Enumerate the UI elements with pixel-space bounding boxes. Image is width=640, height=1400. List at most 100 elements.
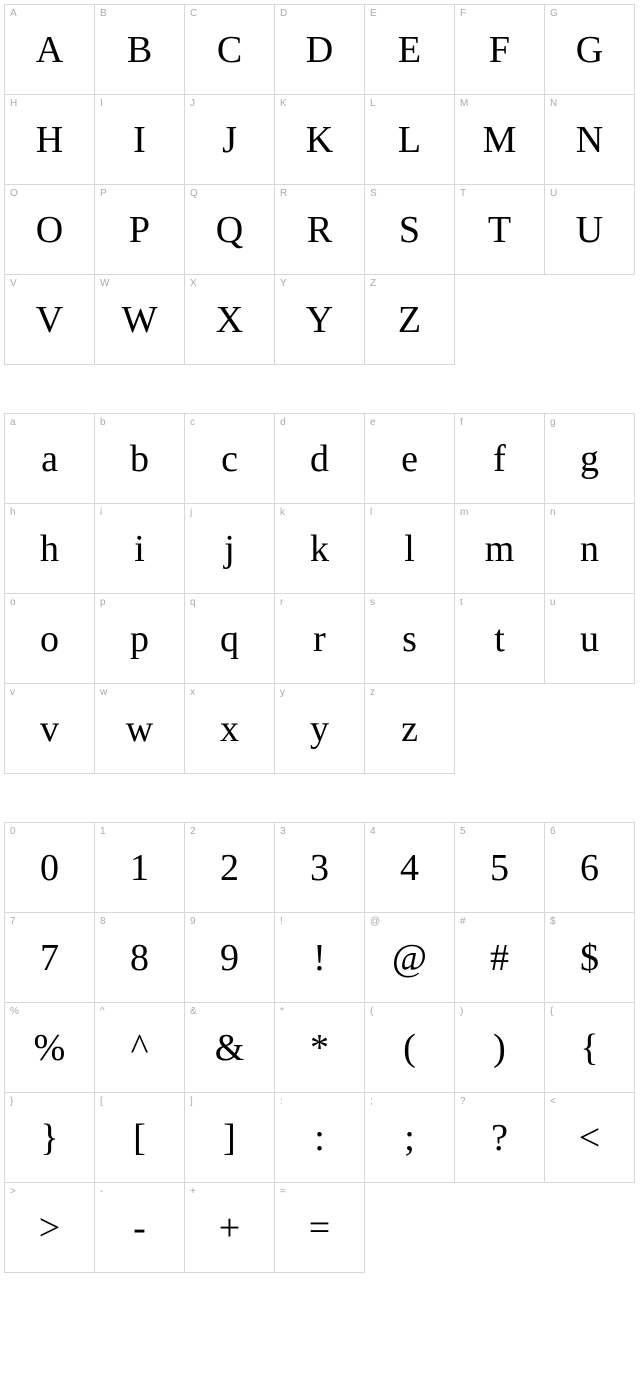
glyph-display: } [40,1119,58,1157]
glyph-label: h [10,507,16,518]
glyph-cell: 77 [5,913,95,1003]
glyph-display: k [310,530,329,568]
glyph-cell: ^^ [95,1003,185,1093]
glyph-label: e [370,417,376,428]
glyph-label: o [10,597,16,608]
glyph-cell: oo [5,594,95,684]
glyph-display: Y [306,301,333,339]
glyph-display: * [310,1029,329,1067]
glyph-display: O [36,211,63,249]
glyph-cell: << [545,1093,635,1183]
glyph-cell: == [275,1183,365,1273]
glyph-cell: @@ [365,913,455,1003]
glyph-cell: zz [365,684,455,774]
glyph-label: ; [370,1096,373,1107]
glyph-label: < [550,1096,556,1107]
glyph-cell: yy [275,684,365,774]
glyph-display: 8 [130,939,149,977]
glyph-label: T [460,188,466,199]
glyph-cell: 00 [5,823,95,913]
glyph-display: T [488,211,511,249]
glyph-label: C [190,8,197,19]
glyph-label: I [100,98,103,109]
glyph-label: { [550,1006,553,1017]
glyph-display: s [402,620,417,658]
glyph-cell: ++ [185,1183,275,1273]
glyph-label: $ [550,916,556,927]
glyph-cell: >> [5,1183,95,1273]
glyph-cell: XX [185,275,275,365]
glyph-display: h [40,530,59,568]
glyph-cell: GG [545,5,635,95]
glyph-cell: tt [455,594,545,684]
glyph-display: L [398,121,421,159]
glyph-display: x [220,710,239,748]
glyph-display: U [576,211,603,249]
glyph-label: J [190,98,195,109]
glyph-cell: pp [95,594,185,684]
glyph-cell: QQ [185,185,275,275]
glyph-label: > [10,1186,16,1197]
glyph-label: N [550,98,557,109]
glyph-cell: VV [5,275,95,365]
glyph-label: i [100,507,102,518]
glyph-label: z [370,687,375,698]
glyph-display: ? [491,1119,508,1157]
glyph-label: y [280,687,285,698]
glyph-display: B [127,31,152,69]
glyph-label: n [550,507,556,518]
glyph-display: a [41,440,58,478]
glyph-label: 9 [190,916,196,927]
glyph-display: m [485,530,515,568]
glyph-display: n [580,530,599,568]
glyph-cell: ]] [185,1093,275,1183]
glyph-label: O [10,188,18,199]
glyph-label: l [370,507,372,518]
glyph-cell: UU [545,185,635,275]
glyph-label: t [460,597,463,608]
glyph-label: ] [190,1096,193,1107]
glyph-label: V [10,278,17,289]
glyph-label: 1 [100,826,106,837]
glyph-cell: II [95,95,185,185]
glyph-cell: gg [545,414,635,504]
glyph-label: j [190,507,192,518]
glyph-label: ^ [100,1006,105,1017]
glyph-display: & [215,1029,245,1067]
glyph-display: I [133,121,146,159]
glyph-cell: ss [365,594,455,684]
glyph-cell: (( [365,1003,455,1093]
glyph-cell: cc [185,414,275,504]
glyph-cell: !! [275,913,365,1003]
glyph-display: E [398,31,421,69]
glyph-display: ! [313,939,326,977]
glyph-label: ( [370,1006,373,1017]
glyph-cell: )) [455,1003,545,1093]
glyph-label: L [370,98,376,109]
glyph-display: 9 [220,939,239,977]
glyph-display: M [483,121,517,159]
glyph-display: l [404,530,415,568]
glyph-cell: WW [95,275,185,365]
glyph-display: < [579,1119,600,1157]
glyph-label: # [460,916,466,927]
glyph-cell: ;; [365,1093,455,1183]
glyph-cell: 22 [185,823,275,913]
glyph-display: > [39,1209,60,1247]
glyph-label: S [370,188,377,199]
glyph-label: v [10,687,15,698]
glyph-cell: RR [275,185,365,275]
glyph-label: ? [460,1096,466,1107]
glyph-label: = [280,1186,286,1197]
glyph-label: u [550,597,556,608]
glyph-display: z [401,710,418,748]
glyph-label: D [280,8,287,19]
glyph-cell: ll [365,504,455,594]
glyph-display: w [126,710,153,748]
glyph-label: } [10,1096,13,1107]
glyph-cell: ii [95,504,185,594]
glyph-display: A [36,31,63,69]
glyph-label: d [280,417,286,428]
glyph-display: q [220,620,239,658]
glyph-display: b [130,440,149,478]
